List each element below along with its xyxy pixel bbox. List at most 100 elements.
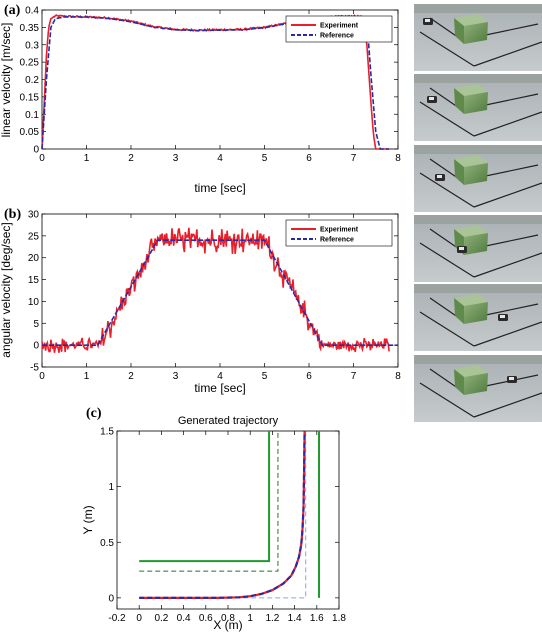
x-tick-label: 1.6 — [310, 613, 324, 624]
y-tick-label: 10 — [28, 297, 40, 308]
y-tick-label: 0.5 — [100, 538, 114, 549]
x-tick-label: 1.8 — [332, 613, 346, 624]
x-tick-label: 6 — [306, 371, 312, 382]
track-line — [419, 172, 475, 208]
photo-frame — [414, 145, 542, 212]
box-front — [464, 163, 488, 185]
y-tick-label: 0.1 — [25, 110, 39, 121]
x-tick-label: 1 — [247, 613, 253, 624]
photo-frame — [414, 74, 542, 141]
x-tick-label: 8 — [395, 371, 401, 382]
box-front — [464, 92, 488, 114]
box-side — [454, 18, 464, 44]
y-axis-label: linear velocity [m/sec] — [0, 23, 13, 138]
chart-title: Generated trajectory — [178, 415, 279, 427]
y-tick-label: 1 — [108, 482, 114, 493]
track-line — [419, 31, 475, 67]
x-tick-label: 1.4 — [288, 613, 302, 624]
trajectory-series-1 — [139, 430, 306, 599]
x-tick-label: -0.2 — [108, 613, 126, 624]
legend-box — [285, 219, 393, 247]
y-tick-label: 0 — [108, 593, 114, 604]
x-tick-label: 2 — [128, 371, 134, 382]
robot-top — [459, 247, 464, 250]
series-line-reference — [42, 239, 398, 346]
track-line — [419, 311, 475, 347]
x-tick-label: 1.2 — [265, 613, 279, 624]
x-tick-label: 1 — [84, 371, 90, 382]
x-tick-label: 0.4 — [177, 613, 191, 624]
y-tick-label: 20 — [28, 253, 40, 264]
box-front — [464, 302, 488, 324]
photo-wall — [414, 74, 542, 83]
box-front — [464, 22, 488, 44]
x-axis-label: time [sec] — [194, 381, 245, 395]
box-top — [454, 365, 488, 377]
y-tick-label: 0.25 — [20, 58, 40, 69]
track-line — [473, 182, 542, 208]
panel-label: (b) — [4, 207, 21, 222]
box-side — [454, 369, 464, 395]
x-tick-label: 2 — [128, 153, 134, 164]
photo-frame — [414, 4, 542, 71]
x-tick-label: 5 — [262, 153, 268, 164]
box-top — [454, 14, 488, 26]
y-tick-label: 1.5 — [100, 427, 114, 438]
photo-frame — [414, 215, 542, 282]
legend-box — [285, 15, 393, 43]
panel-c: -0.2 0 0.2 0.4 0.6 0.8 1 1.2 1.4 1.6 1.8 0 0.5 1 1.5 (c… — [81, 406, 346, 632]
box-side — [454, 298, 464, 324]
trajectory-series-4 — [139, 431, 279, 572]
legend-label-reference: Reference — [320, 33, 354, 40]
photo-wall — [414, 145, 542, 154]
photo-frame — [414, 284, 542, 351]
x-tick-label: 4 — [217, 371, 223, 382]
track-line — [419, 382, 475, 418]
y-tick-label: 0.35 — [20, 23, 40, 34]
x-tick-label: 0.2 — [154, 613, 168, 624]
x-axis-label: time [sec] — [194, 181, 245, 195]
track-line — [473, 252, 542, 278]
y-tick-label: 0.05 — [20, 127, 40, 138]
photo-wall — [414, 284, 542, 293]
panel-label: (a) — [4, 3, 21, 18]
x-tick-label: 4 — [217, 153, 223, 164]
y-tick-label: 0.3 — [25, 40, 39, 51]
panel-label: (c) — [86, 406, 102, 421]
robot-top — [509, 377, 514, 380]
x-tick-label: 0 — [136, 613, 142, 624]
x-tick-label: 6 — [306, 153, 312, 164]
x-tick-label: 7 — [351, 153, 357, 164]
x-axis-label: X (m) — [213, 618, 242, 632]
y-axis-label: Y (m) — [81, 505, 95, 534]
box-side — [454, 88, 464, 114]
legend-label-experiment: Experiment — [320, 227, 359, 234]
box-front — [464, 233, 488, 255]
y-tick-label: 0 — [33, 341, 39, 352]
photo-wall — [414, 215, 542, 224]
y-tick-label: 0.15 — [20, 92, 40, 103]
x-tick-label: 7 — [351, 371, 357, 382]
photo-wall — [414, 4, 542, 13]
box-front — [464, 373, 488, 395]
legend-label-reference: Reference — [320, 237, 354, 244]
x-tick-label: 8 — [395, 153, 401, 164]
track-line — [419, 101, 475, 137]
photo-frame — [414, 355, 542, 422]
x-tick-label: 3 — [173, 371, 179, 382]
robot-top — [429, 97, 434, 100]
photo-wall — [414, 355, 542, 364]
y-tick-label: 5 — [33, 319, 39, 330]
box-top — [454, 294, 488, 306]
y-tick-label: 25 — [28, 231, 40, 242]
track-line — [473, 321, 542, 347]
y-tick-label: 0.4 — [25, 6, 39, 17]
robot-top — [500, 315, 505, 318]
track-line — [473, 111, 542, 137]
x-tick-label: 1 — [84, 153, 90, 164]
x-tick-label: 5 — [262, 371, 268, 382]
track-line — [473, 392, 542, 418]
legend-label-experiment: Experiment — [320, 23, 359, 30]
